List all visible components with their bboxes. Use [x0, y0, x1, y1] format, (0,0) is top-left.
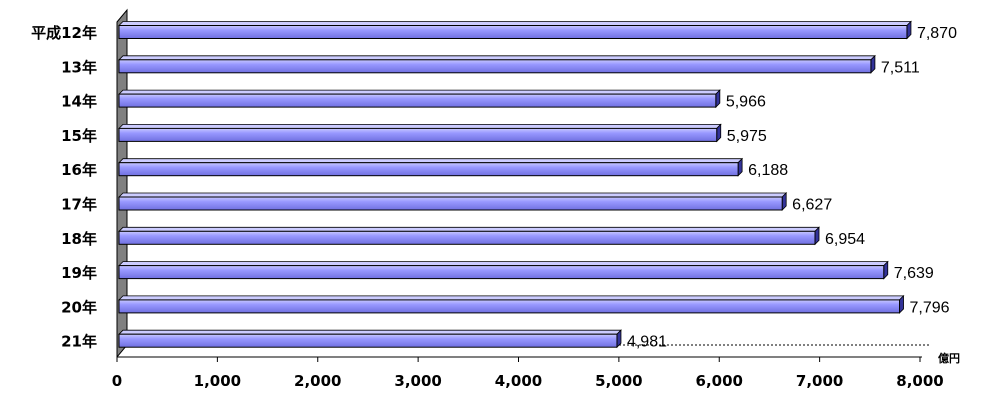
bar-top [118, 329, 622, 335]
bar [118, 230, 816, 245]
bar-top [118, 226, 820, 232]
x-tick-labels: 0 1,000 2,000 3,000 4,000 5,000 6,000 7,000 8,00… [112, 372, 944, 390]
bars-group [118, 20, 912, 349]
bar [118, 333, 618, 348]
bar [118, 265, 885, 280]
category-label: 16年 [61, 161, 97, 179]
category-labels: 平成12年 13年 14年 15年 16年 17年 18年 19年 20年 21年 [31, 24, 97, 351]
category-label: 19年 [61, 264, 97, 282]
category-label: 21年 [61, 333, 97, 351]
data-label: 7,639 [894, 265, 934, 282]
bar-top [118, 124, 722, 129]
x-tick-label: 0 [112, 372, 122, 390]
category-label: 14年 [61, 93, 97, 111]
x-tick-label: 2,000 [294, 372, 341, 390]
data-label: 7,870 [917, 25, 957, 42]
data-label: 6,627 [792, 197, 832, 214]
unit-label: 億円 [938, 351, 960, 365]
data-label: 7,511 [881, 59, 920, 76]
bar [118, 127, 718, 142]
bar-top [118, 21, 912, 26]
bar [118, 59, 872, 74]
bar [118, 299, 901, 314]
data-label: 5,975 [727, 128, 767, 145]
category-label: 20年 [61, 298, 97, 316]
x-tick-label: 6,000 [696, 372, 743, 390]
data-label: 7,796 [910, 299, 950, 316]
value-labels: 7,870 7,511 5,966 5,975 6,188 6,627 6,954 7,639… [627, 25, 957, 351]
bar-top [118, 55, 876, 61]
data-label: 4,981 [627, 334, 667, 351]
x-axis-ticks [116, 357, 921, 362]
data-label: 6,954 [825, 231, 865, 248]
bar [118, 196, 783, 211]
bar-top [118, 192, 788, 198]
x-tick-label: 5,000 [595, 372, 642, 390]
bar [118, 162, 739, 177]
data-label: 5,966 [726, 94, 766, 111]
category-label: 13年 [61, 58, 97, 76]
x-tick-label: 1,000 [194, 372, 241, 390]
bar [118, 25, 908, 39]
x-tick-label: 3,000 [394, 372, 441, 390]
bar [118, 93, 717, 108]
x-tick-label: 4,000 [495, 372, 542, 390]
category-label: 18年 [61, 230, 97, 248]
bar-top [118, 295, 905, 301]
x-tick-label: 8,000 [896, 372, 943, 390]
bar-top [118, 89, 721, 95]
category-label: 平成12年 [31, 24, 97, 42]
category-label: 17年 [61, 196, 97, 214]
x-tick-label: 7,000 [796, 372, 843, 390]
category-label: 15年 [61, 127, 97, 145]
bar-top [118, 158, 744, 164]
data-label: 6,188 [748, 162, 788, 179]
bar-top [118, 261, 889, 267]
